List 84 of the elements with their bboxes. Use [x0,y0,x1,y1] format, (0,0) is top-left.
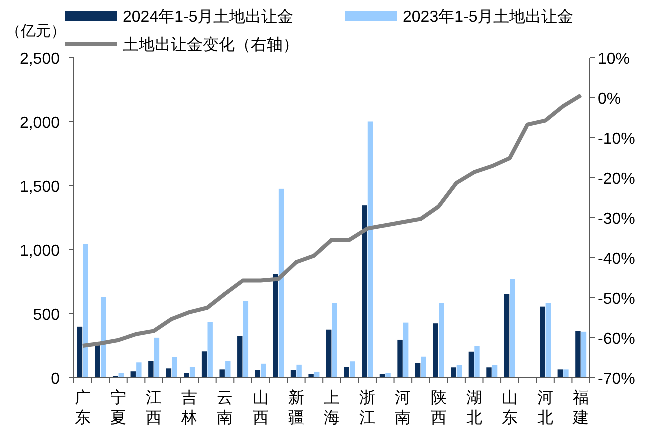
x-tick-label: 上海 [324,389,340,427]
bar [184,373,190,378]
x-tick-label: 云南 [217,390,234,427]
bar [486,368,492,378]
x-tick-label: 新疆 [288,389,304,427]
bar [540,306,546,378]
x-tick-label: 福建 [572,389,590,427]
bar [243,301,249,378]
bar [296,364,302,378]
y2-tick-label: -20% [598,171,636,188]
bar [190,367,196,378]
bar [433,324,438,378]
bar [100,297,106,378]
legend-label: 土地出让金变化（右轴） [123,36,299,54]
y2-tick-label: -70% [598,371,636,388]
bar [439,304,444,378]
y-tick-label: 1,000 [20,243,60,260]
bar [546,304,552,378]
bar [468,352,474,378]
bar [492,365,498,378]
bar [148,361,154,378]
bar [415,363,421,378]
bar [368,122,374,378]
y-tick-label: 500 [33,307,60,324]
bar [154,338,160,378]
bar [350,362,356,378]
legend-label: 2023年1-5月土地出让金 [403,8,574,26]
bar [581,332,587,378]
x-tick-label: 山东 [502,389,518,427]
x-tick-label: 河南 [395,390,412,427]
x-tick-label: 河北 [538,390,554,427]
bar [456,365,462,378]
bar [308,374,314,378]
bar [278,188,284,378]
bar [558,370,564,378]
bar [564,370,569,378]
x-tick-label: 浙江 [360,389,376,427]
y-tick-label: 2,000 [20,115,60,132]
bar [504,294,510,378]
bar [95,345,100,378]
x-tick-label: 宁夏 [110,389,126,427]
bar [261,364,266,378]
bar [208,322,213,378]
bar [202,352,208,378]
y2-tick-label: -10% [598,131,636,148]
bar [172,357,178,378]
y2-tick-label: 0% [598,91,622,108]
bar [83,244,88,378]
bar [326,330,332,378]
bar [238,336,243,378]
y2-tick-label: -50% [598,291,636,308]
bar [474,346,480,378]
x-tick-label: 陕西 [430,390,447,427]
bar [403,322,409,378]
bar [77,326,83,378]
y2-tick-label: 10% [598,51,630,68]
bar [344,367,350,378]
bar [136,362,142,378]
bar [130,372,136,378]
y2-tick-label: -60% [598,331,636,348]
bar [332,304,338,378]
y-axis-title: （亿元） [6,23,66,40]
bar [576,331,581,378]
bar [510,279,516,378]
bar [362,206,368,378]
bar [398,340,403,378]
x-tick-label: 江西 [146,390,162,427]
x-tick-label: 广东 [74,389,91,427]
bar [166,368,172,378]
x-tick-label: 山西 [252,389,269,427]
x-tick-label: 湖北 [466,389,482,427]
y-tick-label: 0 [51,371,60,388]
bar [451,368,456,378]
bar [226,361,231,378]
bar [386,373,391,378]
y-tick-label: 1,500 [20,179,60,196]
bar [220,370,225,378]
bar [273,274,278,378]
y-tick-label: 2,500 [20,51,60,68]
x-tick-label: 吉林 [180,389,198,427]
y2-tick-label: -30% [598,211,636,228]
y2-tick-label: -40% [598,251,636,268]
legend-label: 2024年1-5月土地出让金 [123,8,294,26]
bar [421,356,426,378]
